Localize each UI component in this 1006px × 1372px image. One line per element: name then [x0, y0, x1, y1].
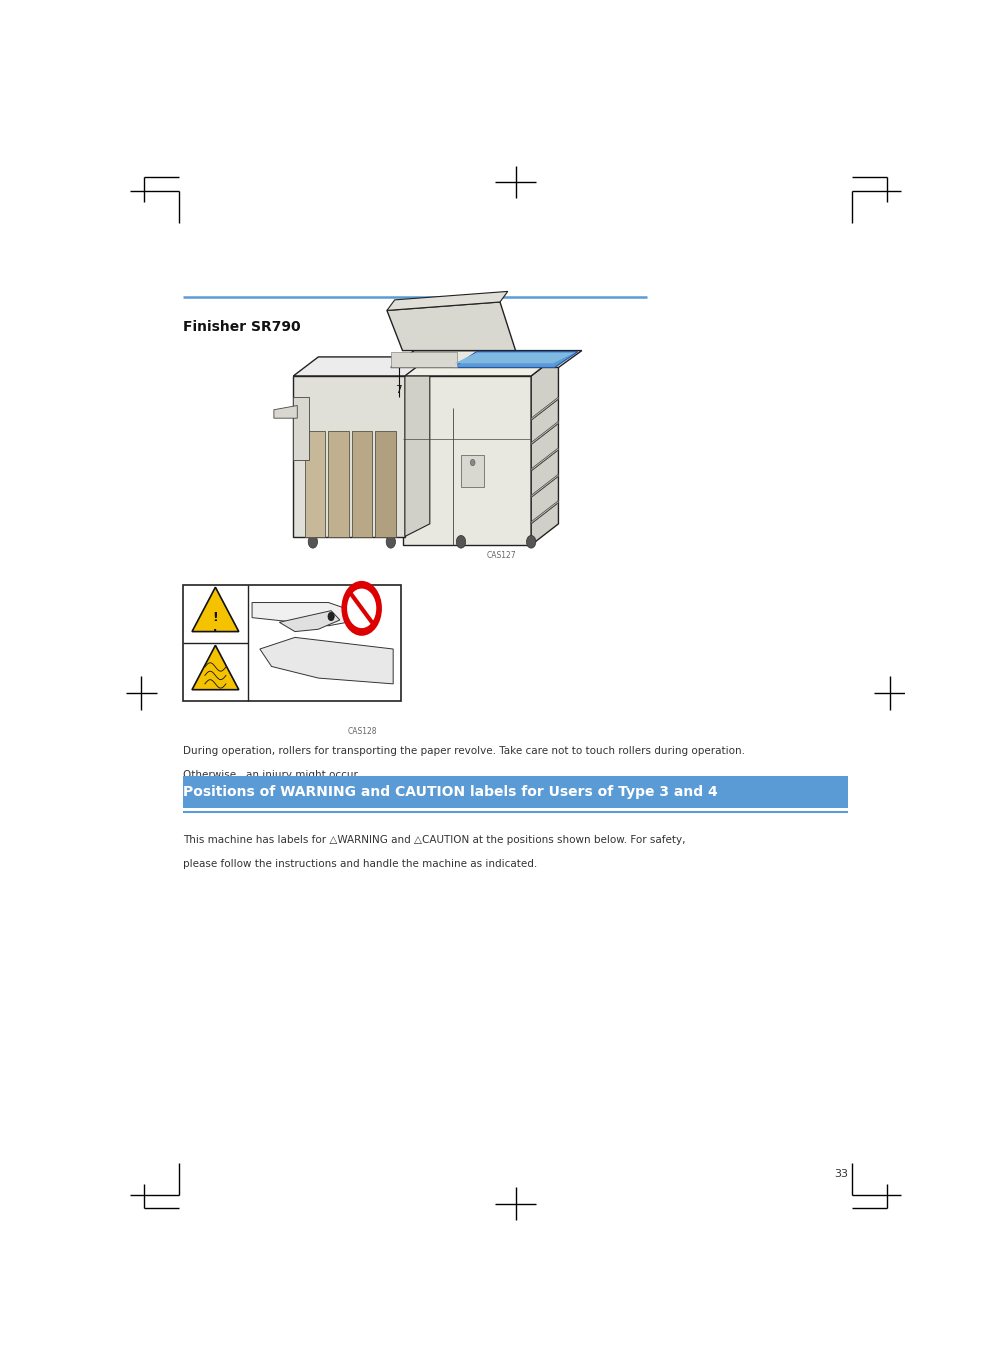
Text: Otherwise,  an injury might occur.: Otherwise, an injury might occur. [183, 770, 360, 779]
Text: This machine has labels for △WARNING and △CAUTION at the positions shown below. : This machine has labels for △WARNING and… [183, 836, 685, 845]
Polygon shape [531, 397, 558, 420]
Text: 33: 33 [835, 1169, 848, 1179]
Polygon shape [531, 475, 558, 498]
FancyBboxPatch shape [461, 456, 484, 487]
Text: 7: 7 [394, 386, 401, 395]
Circle shape [526, 535, 536, 549]
Polygon shape [455, 353, 574, 364]
FancyBboxPatch shape [183, 584, 401, 701]
Text: 7: 7 [183, 587, 189, 598]
Polygon shape [387, 302, 515, 351]
Polygon shape [192, 587, 238, 631]
FancyBboxPatch shape [390, 351, 457, 368]
Polygon shape [531, 421, 558, 445]
Circle shape [471, 460, 475, 465]
FancyBboxPatch shape [305, 431, 325, 536]
Text: Finisher SR790: Finisher SR790 [183, 320, 300, 333]
Polygon shape [402, 355, 558, 376]
Circle shape [328, 612, 334, 620]
Text: !: ! [212, 611, 218, 624]
Circle shape [308, 535, 318, 549]
Circle shape [457, 535, 466, 549]
Polygon shape [390, 351, 581, 368]
Polygon shape [294, 357, 430, 376]
Circle shape [341, 580, 382, 635]
Polygon shape [260, 638, 393, 683]
Polygon shape [402, 376, 531, 545]
Text: CAS128: CAS128 [348, 727, 377, 735]
Polygon shape [294, 376, 404, 536]
Circle shape [386, 535, 395, 549]
FancyBboxPatch shape [183, 777, 848, 808]
Polygon shape [253, 602, 372, 626]
Text: .: . [213, 623, 217, 634]
Polygon shape [404, 357, 430, 536]
Polygon shape [531, 501, 558, 524]
Circle shape [347, 589, 376, 628]
Polygon shape [531, 355, 558, 545]
Text: Positions of WARNING and CAUTION labels for Users of Type 3 and 4: Positions of WARNING and CAUTION labels … [183, 785, 717, 799]
Polygon shape [192, 645, 238, 690]
Polygon shape [387, 291, 508, 310]
Text: please follow the instructions and handle the machine as indicated.: please follow the instructions and handl… [183, 859, 537, 868]
Text: During operation, rollers for transporting the paper revolve. Take care not to t: During operation, rollers for transporti… [183, 746, 744, 756]
Polygon shape [280, 611, 340, 631]
FancyBboxPatch shape [375, 431, 395, 536]
FancyBboxPatch shape [328, 431, 349, 536]
Text: CAS127: CAS127 [487, 550, 516, 560]
FancyBboxPatch shape [352, 431, 372, 536]
Polygon shape [453, 351, 577, 368]
FancyBboxPatch shape [294, 397, 309, 461]
Polygon shape [274, 406, 298, 418]
Polygon shape [531, 447, 558, 471]
